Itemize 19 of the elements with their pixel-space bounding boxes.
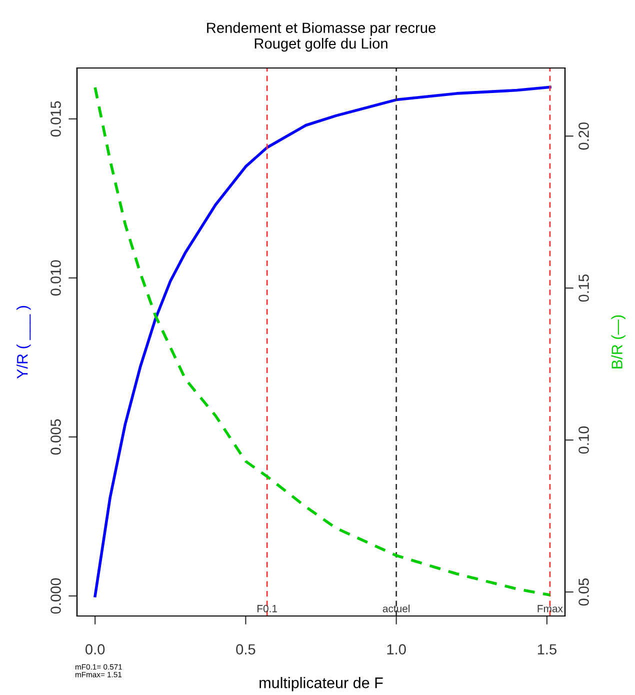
x-tick-label: 0.5 <box>236 644 256 654</box>
y2-axis-title: B/R (—) <box>611 315 626 368</box>
x-axis-title: multiplicateur de F <box>260 677 383 692</box>
y-tick-label: 0.005 <box>50 419 61 455</box>
y2-tick-label: 0.05 <box>578 578 589 606</box>
x-tick-label: 0.0 <box>86 644 105 654</box>
x-tick-label: 1.5 <box>538 644 556 654</box>
chart-title: Rendement et Biomasse par recrue Rouget golfe du Lion <box>207 22 436 52</box>
y-tick-label: 0.010 <box>50 260 61 296</box>
y2-tick-label: 0.15 <box>578 274 589 302</box>
ref-line-label: actuel <box>382 604 410 612</box>
ref-line-label: Fmax <box>538 605 563 612</box>
x-tick-label: 1.0 <box>387 644 406 654</box>
y-tick-label: 0.015 <box>50 101 61 137</box>
y-axis-title: Y/R ( ___ ) <box>16 306 31 379</box>
y2-tick-label: 0.20 <box>578 122 589 150</box>
y-tick-label: 0.000 <box>50 578 61 614</box>
ref-line-label: F0.1 <box>258 604 277 612</box>
y2-tick-label: 0.10 <box>578 426 589 454</box>
